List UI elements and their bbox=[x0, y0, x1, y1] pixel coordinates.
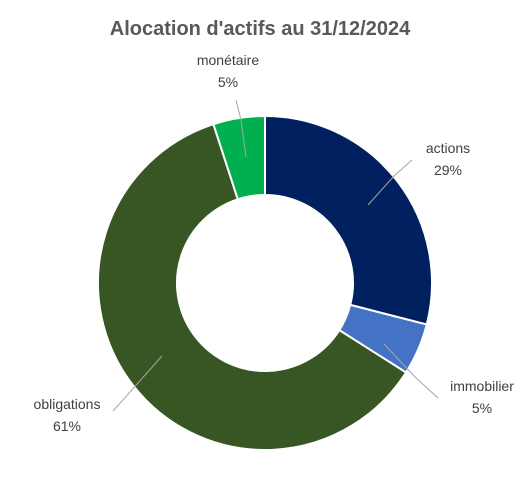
leader-line-monétaire bbox=[235, 99, 247, 158]
category-label-monétaire: monétaire bbox=[197, 52, 259, 68]
chart-title: Alocation d'actifs au 31/12/2024 bbox=[109, 18, 411, 40]
leader-line-immobilier bbox=[383, 343, 439, 399]
category-label-immobilier: immobilier bbox=[450, 378, 514, 394]
slice-actions bbox=[264, 114, 433, 326]
slice-obligations bbox=[97, 122, 408, 451]
value-label-immobilier: 5% bbox=[472, 400, 492, 416]
slice-monétaire bbox=[212, 114, 266, 201]
category-label-obligations: obligations bbox=[34, 396, 101, 412]
category-label-actions: actions bbox=[426, 140, 470, 156]
leader-line-actions bbox=[367, 159, 413, 206]
value-label-actions: 29% bbox=[434, 162, 462, 178]
value-label-obligations: 61% bbox=[53, 418, 81, 434]
leader-line-obligations bbox=[112, 355, 163, 412]
value-label-monétaire: 5% bbox=[218, 74, 238, 90]
